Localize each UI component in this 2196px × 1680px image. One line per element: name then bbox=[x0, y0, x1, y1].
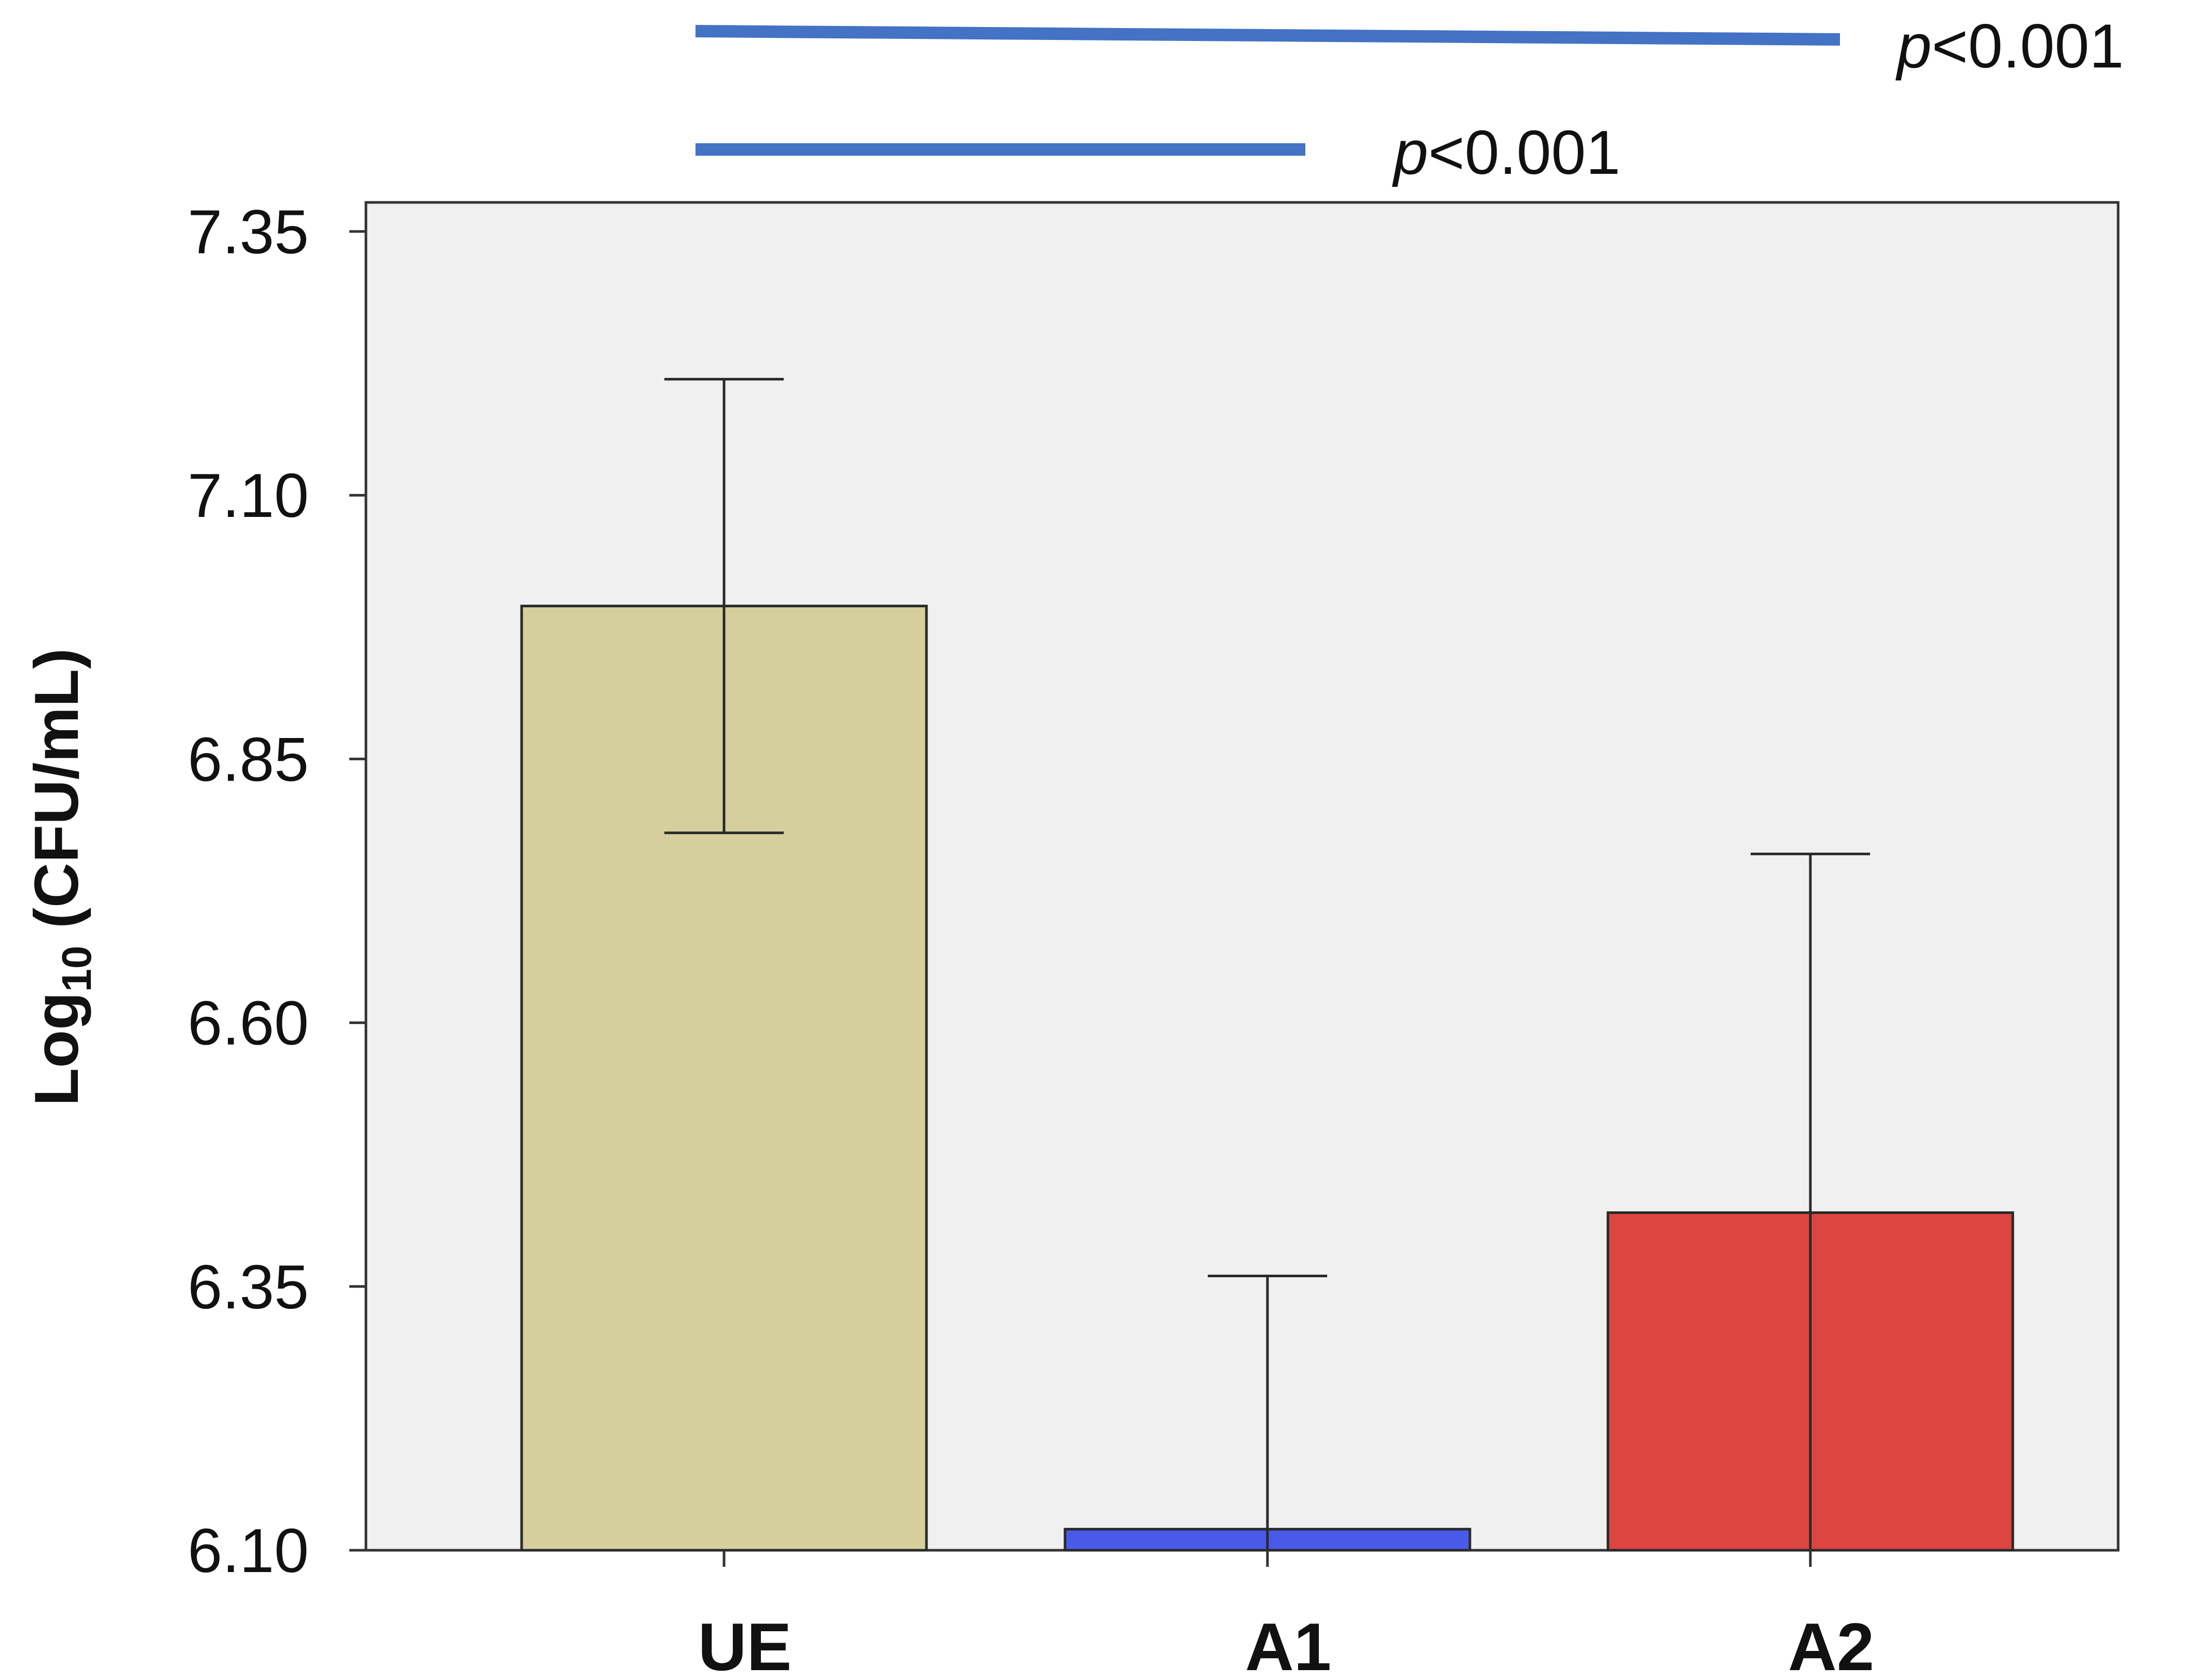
x-axis: UE A1 A2 bbox=[698, 1550, 1874, 1680]
x-tick-label: A2 bbox=[1788, 1609, 1874, 1680]
y-axis-label: Log10 (CFU/mL) bbox=[22, 648, 100, 1106]
significance-label-value: <0.001 bbox=[1932, 11, 2124, 81]
significance-label: p<0.001 bbox=[1392, 118, 1620, 187]
significance-label: p<0.001 bbox=[1895, 11, 2124, 81]
y-tick-label: 7.35 bbox=[187, 197, 309, 267]
significance-label-italic: p bbox=[1392, 118, 1428, 187]
x-tick-label: A1 bbox=[1245, 1609, 1331, 1680]
x-tick-label: UE bbox=[698, 1609, 792, 1680]
significance-label-value: <0.001 bbox=[1428, 118, 1620, 187]
y-tick-label: 7.10 bbox=[187, 461, 309, 530]
y-tick-label: 6.35 bbox=[187, 1252, 309, 1322]
y-tick-label: 6.10 bbox=[187, 1516, 309, 1586]
y-tick-label: 6.85 bbox=[187, 725, 309, 794]
y-axis: 6.10 6.35 6.60 6.85 7.10 7.35 bbox=[187, 197, 366, 1586]
y-axis-label-prefix: Log bbox=[22, 992, 91, 1106]
bars bbox=[520, 378, 2014, 1552]
y-axis-label-suffix: (CFU/mL) bbox=[22, 648, 91, 946]
y-tick-label: 6.60 bbox=[187, 989, 309, 1058]
significance-label-italic: p bbox=[1895, 11, 1932, 81]
y-axis-label-subscript: 10 bbox=[53, 946, 100, 992]
significance-line-ue-a2 bbox=[695, 25, 1840, 46]
